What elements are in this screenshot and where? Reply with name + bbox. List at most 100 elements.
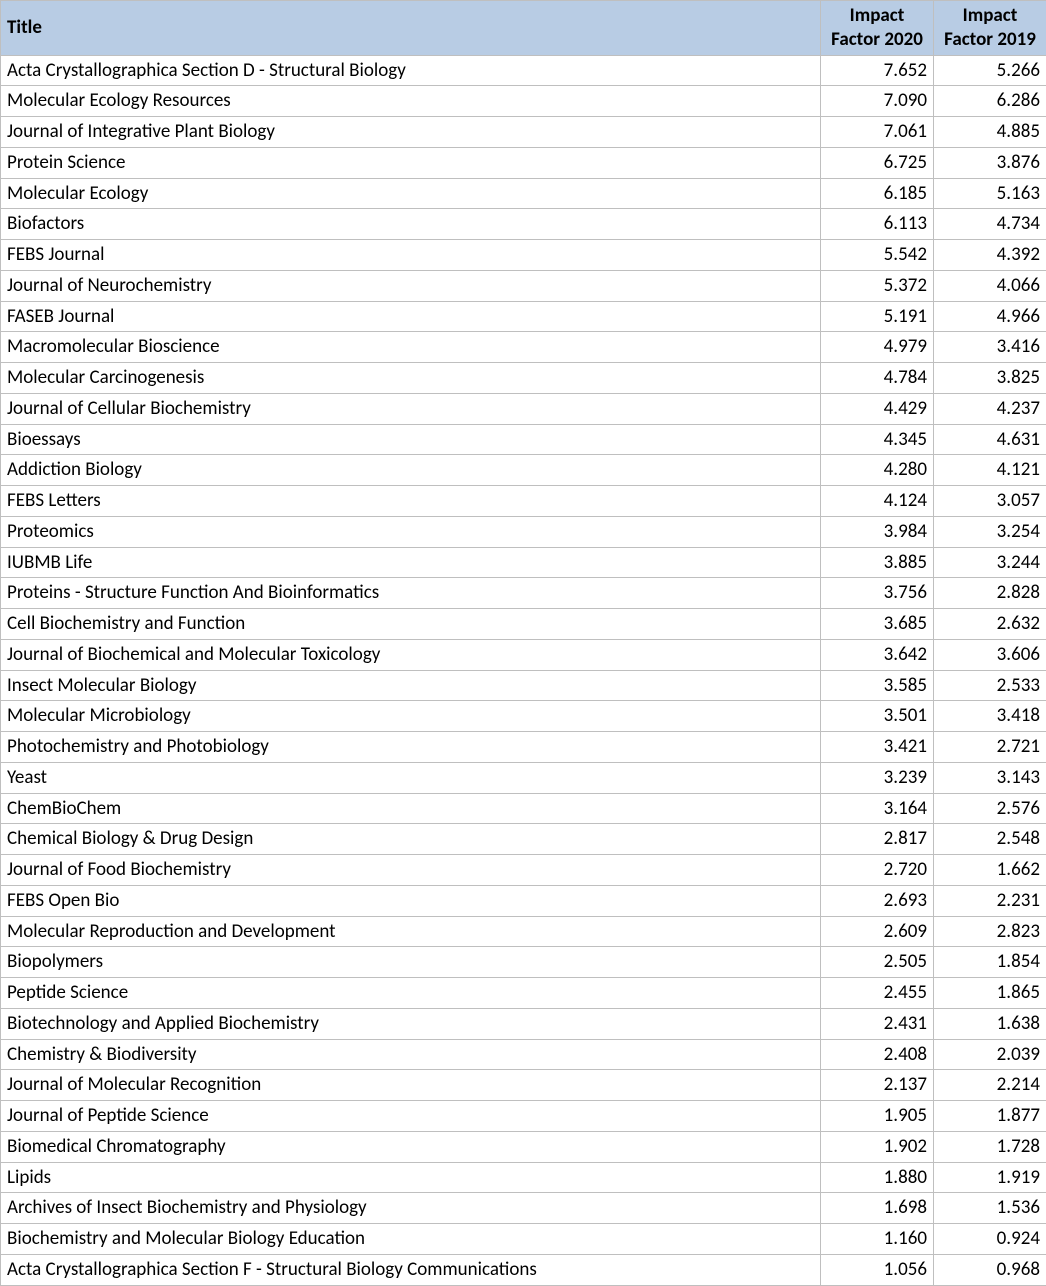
cell-if2020: 3.164 bbox=[821, 793, 934, 824]
cell-if2020: 4.124 bbox=[821, 486, 934, 517]
table-row: IUBMB Life3.8853.244 bbox=[1, 547, 1046, 578]
cell-if2020: 7.061 bbox=[821, 117, 934, 148]
table-row: FEBS Journal5.5424.392 bbox=[1, 240, 1046, 271]
cell-if2019: 1.877 bbox=[934, 1101, 1046, 1132]
cell-title: Biomedical Chromatography bbox=[1, 1131, 821, 1162]
cell-if2020: 4.345 bbox=[821, 424, 934, 455]
cell-if2020: 3.885 bbox=[821, 547, 934, 578]
table-row: Chemical Biology & Drug Design2.8172.548 bbox=[1, 824, 1046, 855]
table-row: Molecular Carcinogenesis4.7843.825 bbox=[1, 363, 1046, 394]
cell-if2019: 3.057 bbox=[934, 486, 1046, 517]
cell-if2020: 2.408 bbox=[821, 1039, 934, 1070]
table-row: FEBS Letters4.1243.057 bbox=[1, 486, 1046, 517]
cell-if2019: 3.254 bbox=[934, 516, 1046, 547]
cell-title: Chemistry & Biodiversity bbox=[1, 1039, 821, 1070]
cell-if2019: 5.163 bbox=[934, 178, 1046, 209]
cell-if2020: 4.784 bbox=[821, 363, 934, 394]
cell-if2019: 4.066 bbox=[934, 270, 1046, 301]
cell-if2020: 2.817 bbox=[821, 824, 934, 855]
table-row: Biotechnology and Applied Biochemistry2.… bbox=[1, 1008, 1046, 1039]
cell-if2020: 3.642 bbox=[821, 639, 934, 670]
cell-if2019: 2.548 bbox=[934, 824, 1046, 855]
table-row: Addiction Biology4.2804.121 bbox=[1, 455, 1046, 486]
cell-if2019: 2.823 bbox=[934, 916, 1046, 947]
cell-if2020: 4.979 bbox=[821, 332, 934, 363]
cell-title: Addiction Biology bbox=[1, 455, 821, 486]
cell-title: Journal of Peptide Science bbox=[1, 1101, 821, 1132]
cell-title: Journal of Molecular Recognition bbox=[1, 1070, 821, 1101]
cell-if2019: 2.576 bbox=[934, 793, 1046, 824]
cell-title: Chemical Biology & Drug Design bbox=[1, 824, 821, 855]
cell-if2019: 3.825 bbox=[934, 363, 1046, 394]
table-row: Protein Science6.7253.876 bbox=[1, 147, 1046, 178]
cell-if2019: 1.865 bbox=[934, 978, 1046, 1009]
cell-if2019: 0.968 bbox=[934, 1254, 1046, 1285]
table-row: Lipids1.8801.919 bbox=[1, 1162, 1046, 1193]
cell-if2020: 2.455 bbox=[821, 978, 934, 1009]
cell-if2020: 7.090 bbox=[821, 86, 934, 117]
cell-if2020: 3.756 bbox=[821, 578, 934, 609]
table-row: Macromolecular Bioscience4.9793.416 bbox=[1, 332, 1046, 363]
cell-if2020: 2.137 bbox=[821, 1070, 934, 1101]
cell-if2020: 1.698 bbox=[821, 1193, 934, 1224]
table-row: Archives of Insect Biochemistry and Phys… bbox=[1, 1193, 1046, 1224]
table-row: Proteomics3.9843.254 bbox=[1, 516, 1046, 547]
cell-if2020: 4.429 bbox=[821, 393, 934, 424]
cell-if2020: 3.984 bbox=[821, 516, 934, 547]
cell-if2020: 5.372 bbox=[821, 270, 934, 301]
cell-title: Lipids bbox=[1, 1162, 821, 1193]
cell-if2019: 2.214 bbox=[934, 1070, 1046, 1101]
cell-title: Molecular Reproduction and Development bbox=[1, 916, 821, 947]
table-row: Photochemistry and Photobiology3.4212.72… bbox=[1, 732, 1046, 763]
cell-if2020: 1.056 bbox=[821, 1254, 934, 1285]
cell-if2020: 3.501 bbox=[821, 701, 934, 732]
table-row: Biofactors6.1134.734 bbox=[1, 209, 1046, 240]
cell-title: Molecular Ecology bbox=[1, 178, 821, 209]
cell-title: Biopolymers bbox=[1, 947, 821, 978]
cell-if2019: 2.533 bbox=[934, 670, 1046, 701]
cell-if2020: 1.902 bbox=[821, 1131, 934, 1162]
cell-title: Acta Crystallographica Section F - Struc… bbox=[1, 1254, 821, 1285]
cell-if2019: 1.536 bbox=[934, 1193, 1046, 1224]
cell-title: Acta Crystallographica Section D - Struc… bbox=[1, 55, 821, 86]
cell-if2020: 4.280 bbox=[821, 455, 934, 486]
cell-title: FEBS Journal bbox=[1, 240, 821, 271]
cell-if2020: 2.505 bbox=[821, 947, 934, 978]
table-row: Chemistry & Biodiversity2.4082.039 bbox=[1, 1039, 1046, 1070]
cell-if2019: 4.734 bbox=[934, 209, 1046, 240]
cell-title: Molecular Microbiology bbox=[1, 701, 821, 732]
cell-if2019: 4.966 bbox=[934, 301, 1046, 332]
cell-if2019: 3.244 bbox=[934, 547, 1046, 578]
cell-if2019: 3.143 bbox=[934, 762, 1046, 793]
cell-if2019: 5.266 bbox=[934, 55, 1046, 86]
table-row: Acta Crystallographica Section D - Struc… bbox=[1, 55, 1046, 86]
table-row: Molecular Reproduction and Development2.… bbox=[1, 916, 1046, 947]
table-row: Bioessays4.3454.631 bbox=[1, 424, 1046, 455]
table-row: Insect Molecular Biology3.5852.533 bbox=[1, 670, 1046, 701]
cell-if2019: 4.631 bbox=[934, 424, 1046, 455]
cell-if2020: 2.693 bbox=[821, 885, 934, 916]
table-row: Journal of Integrative Plant Biology7.06… bbox=[1, 117, 1046, 148]
table-row: Journal of Cellular Biochemistry4.4294.2… bbox=[1, 393, 1046, 424]
cell-if2019: 3.876 bbox=[934, 147, 1046, 178]
cell-title: ChemBioChem bbox=[1, 793, 821, 824]
cell-title: Journal of Food Biochemistry bbox=[1, 855, 821, 886]
cell-title: Biofactors bbox=[1, 209, 821, 240]
cell-title: Proteins - Structure Function And Bioinf… bbox=[1, 578, 821, 609]
cell-if2019: 6.286 bbox=[934, 86, 1046, 117]
cell-if2019: 1.728 bbox=[934, 1131, 1046, 1162]
cell-title: Molecular Ecology Resources bbox=[1, 86, 821, 117]
cell-title: FASEB Journal bbox=[1, 301, 821, 332]
table-body: Acta Crystallographica Section D - Struc… bbox=[1, 55, 1046, 1285]
cell-if2019: 2.039 bbox=[934, 1039, 1046, 1070]
cell-title: FEBS Open Bio bbox=[1, 885, 821, 916]
table-row: Biopolymers2.5051.854 bbox=[1, 947, 1046, 978]
cell-title: Yeast bbox=[1, 762, 821, 793]
table-row: FEBS Open Bio2.6932.231 bbox=[1, 885, 1046, 916]
cell-if2020: 2.609 bbox=[821, 916, 934, 947]
cell-if2020: 7.652 bbox=[821, 55, 934, 86]
table-row: Molecular Ecology6.1855.163 bbox=[1, 178, 1046, 209]
cell-title: Biochemistry and Molecular Biology Educa… bbox=[1, 1224, 821, 1255]
cell-if2019: 1.662 bbox=[934, 855, 1046, 886]
cell-if2020: 5.542 bbox=[821, 240, 934, 271]
